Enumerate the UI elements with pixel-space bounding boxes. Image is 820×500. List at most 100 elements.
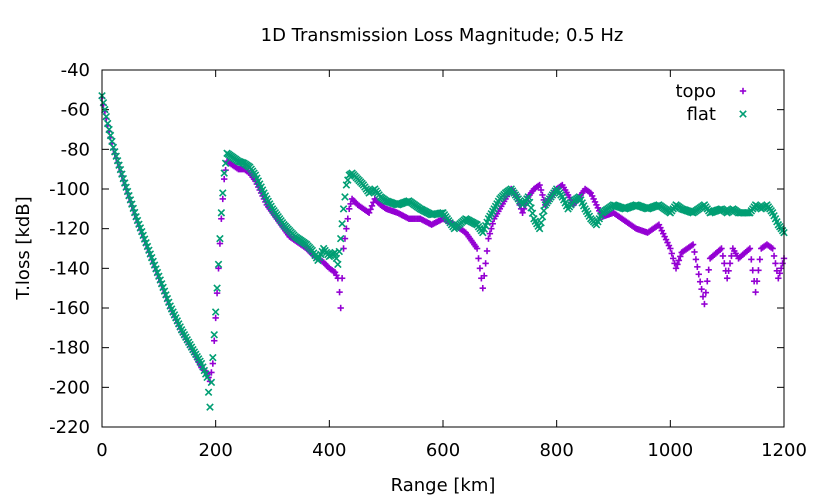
topo-point: [473, 245, 481, 252]
topo-point: [677, 253, 684, 260]
flat-point: [217, 209, 226, 217]
topo-point: [488, 225, 495, 232]
chart-title: 1D Transmission Loss Magnitude; 0.5 Hz: [261, 25, 624, 46]
flat-point: [130, 208, 139, 217]
flat-point: [221, 159, 230, 167]
flat-point: [209, 353, 217, 362]
topo-point: [749, 267, 756, 274]
topo-point: [756, 256, 764, 263]
x-tick-label: 400: [312, 440, 346, 461]
flat-point: [338, 219, 346, 228]
topo-point: [668, 250, 675, 257]
topo-point: [696, 278, 704, 285]
topo-point: [213, 289, 221, 297]
y-tick-label: -80: [61, 139, 90, 160]
flat-point: [528, 209, 537, 218]
topo-point: [346, 205, 353, 213]
topo-point: [216, 240, 224, 247]
topo-point: [218, 215, 225, 222]
topo-point: [211, 337, 218, 344]
legend-marker-topo: [739, 87, 747, 95]
topo-point: [702, 289, 710, 296]
flat-point: [211, 308, 220, 316]
topo-point: [365, 209, 373, 216]
flat-point: [219, 189, 227, 197]
flat-point: [213, 284, 221, 292]
x-tick-label: 800: [539, 440, 573, 461]
topo-point: [746, 245, 754, 252]
y-tick-label: -140: [49, 258, 90, 279]
flat-point: [214, 260, 223, 269]
flat-point: [122, 183, 130, 192]
flat-point: [129, 204, 138, 213]
topo-point: [755, 267, 762, 274]
flat-point: [220, 169, 228, 177]
topo-point: [485, 235, 492, 242]
flat-point: [106, 131, 115, 140]
topo-point: [483, 247, 491, 255]
topo-point: [475, 255, 482, 262]
topo-point: [489, 220, 496, 227]
topo-point: [539, 191, 546, 199]
topo-point: [770, 252, 778, 260]
flat-point: [120, 179, 129, 187]
topo-point: [220, 175, 228, 183]
flat-point: [125, 191, 133, 200]
y-tick-label: -200: [49, 377, 90, 398]
flat-point: [112, 152, 120, 161]
y-tick-label: -220: [49, 417, 90, 438]
topo-point: [776, 270, 783, 277]
topo-point: [705, 266, 712, 274]
flat-point: [108, 137, 116, 146]
series-topo: [98, 94, 788, 385]
topo-point: [337, 304, 344, 312]
y-axis-label: T.loss [kdB]: [13, 196, 34, 300]
topo-point: [486, 230, 494, 237]
topo-point: [695, 271, 702, 278]
flat-point: [207, 378, 216, 387]
flat-point: [123, 187, 132, 196]
topo-point: [698, 285, 705, 293]
y-tick-label: -180: [49, 338, 90, 359]
topo-point: [481, 272, 488, 279]
y-tick-label: -160: [49, 298, 90, 319]
flat-point: [102, 112, 111, 121]
flat-point: [336, 234, 345, 243]
flat-point: [332, 254, 341, 263]
topo-point: [367, 206, 374, 213]
flat-point: [99, 98, 108, 107]
flat-point: [206, 403, 214, 411]
flat-point: [525, 198, 534, 207]
flat-point: [210, 331, 219, 339]
topo-point: [336, 288, 343, 296]
topo-point: [701, 300, 708, 308]
legend-marker-flat: [739, 110, 747, 118]
topo-point: [689, 241, 697, 248]
flat-point: [111, 148, 119, 156]
topo-point: [694, 263, 701, 271]
topo-point: [692, 256, 700, 263]
topo-point: [347, 200, 354, 208]
topo-point: [748, 256, 755, 263]
x-tick-label: 200: [198, 440, 232, 461]
topo-point: [537, 186, 545, 194]
topo-point: [368, 202, 376, 210]
topo-point: [728, 252, 735, 260]
y-tick-label: -40: [61, 60, 90, 81]
flat-point: [126, 196, 135, 204]
flat-point: [103, 119, 112, 128]
x-tick-label: 600: [426, 440, 460, 461]
topo-point: [476, 265, 484, 272]
topo-point: [779, 260, 786, 267]
flat-point: [128, 200, 136, 208]
topo-point: [691, 248, 698, 256]
plot-points: [98, 92, 788, 411]
series-flat: [98, 92, 788, 411]
topo-point: [669, 255, 677, 262]
x-axis-label: Range [km]: [391, 475, 496, 496]
flat-point: [540, 207, 548, 215]
flat-point: [105, 125, 113, 134]
flat-point: [204, 388, 213, 397]
